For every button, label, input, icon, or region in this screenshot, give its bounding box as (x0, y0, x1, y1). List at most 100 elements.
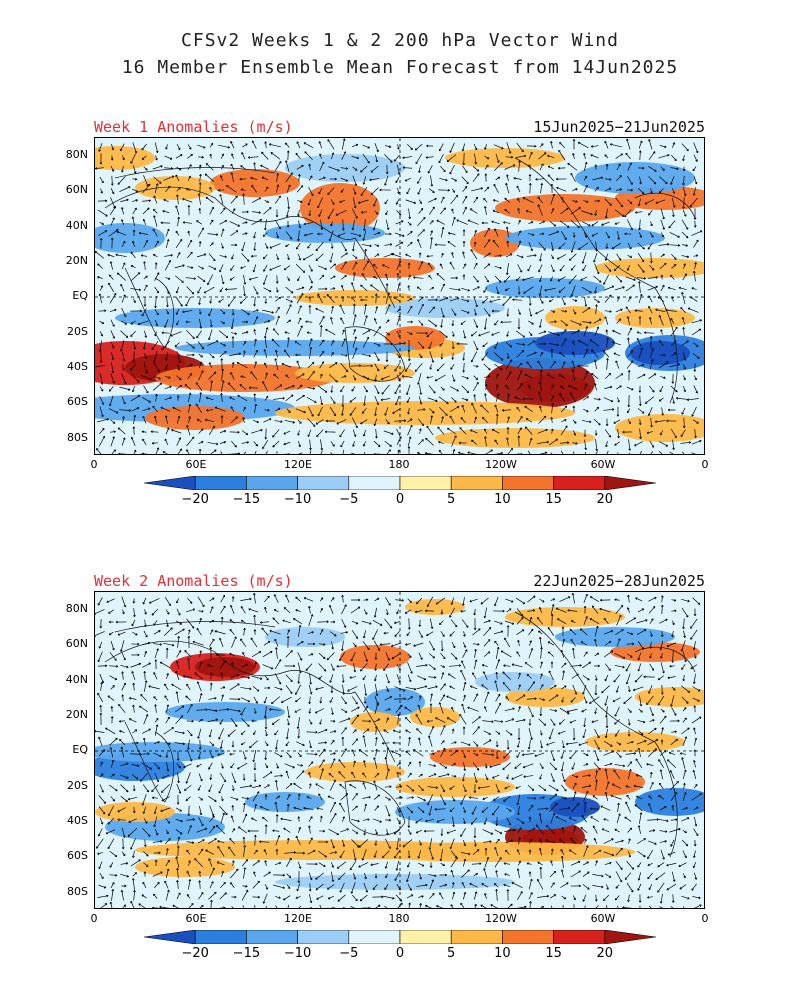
anomaly-contour-region (495, 194, 635, 222)
anomaly-contour-region (505, 226, 665, 250)
colorbar-segment (399, 929, 452, 945)
colorbar-tick-label: 5 (447, 492, 456, 507)
latitude-tick-label: 80S (67, 431, 88, 444)
colorbar-segment (143, 929, 196, 945)
coastline (104, 186, 396, 309)
latitude-tick-label: 20S (67, 779, 88, 792)
anomaly-contour-region (435, 428, 595, 448)
anomaly-contour-region (395, 777, 515, 797)
anomaly-contour-region (395, 800, 515, 824)
coastline (344, 326, 406, 382)
colorbar-tick-label: 10 (494, 946, 511, 961)
anomaly-contour-region (175, 340, 415, 356)
coastline (514, 157, 678, 404)
colorbar-tick-label: 20 (596, 492, 614, 507)
colorbar-segment (348, 475, 401, 491)
colorbar-segment (246, 475, 298, 491)
anomaly-contour-region (550, 797, 600, 817)
anomaly-contour-region (265, 627, 345, 647)
anomaly-contour-region (615, 308, 695, 328)
latitude-tick-label: 80S (67, 885, 88, 898)
latitude-tick-label: 60N (65, 183, 88, 196)
longitude-tick-label: 60W (590, 458, 616, 471)
anomaly-contour-region (295, 290, 415, 306)
colorbar-tick-label: 20 (596, 946, 614, 961)
anomaly-contour-region (405, 599, 465, 615)
anomaly-contour-region (115, 308, 275, 328)
colorbar-segment (502, 475, 554, 491)
longitude-tick-label: 60E (185, 458, 207, 471)
anomaly-contour-region (535, 331, 615, 355)
longitude-tick-label: 60E (185, 912, 207, 925)
anomaly-contour-region (565, 768, 645, 796)
anomaly-contour-region (165, 702, 285, 722)
latitude-tick-label: 40S (67, 814, 88, 827)
anomaly-contour-region (555, 627, 675, 647)
coastline (124, 721, 175, 803)
latitude-tick-label: 20N (65, 708, 88, 721)
longitude-tick-label: 120W (485, 912, 517, 925)
colorbar-tick-label: −20 (181, 946, 209, 961)
figure-title-line1: CFSv2 Weeks 1 & 2 200 hPa Vector Wind (181, 30, 619, 51)
anomaly-contour-region (430, 747, 510, 767)
anomaly-contour-region (300, 183, 380, 233)
figure-title-line2: 16 Member Ensemble Mean Forecast from 14… (121, 57, 679, 78)
colorbar-tick-label: −15 (232, 492, 261, 507)
anomaly-contour-region (135, 857, 235, 877)
colorbar-segment (502, 929, 554, 945)
colorbar-segment (450, 929, 503, 945)
longitude-tick-label: 180 (388, 912, 410, 925)
anomaly-contour-region (95, 146, 155, 170)
anomaly-contour-region (545, 306, 605, 330)
latitude-tick-label: 60S (67, 849, 88, 862)
colorbar-segment (604, 929, 657, 945)
anomaly-contour-region (145, 406, 245, 430)
colorbar-segment (348, 929, 401, 945)
anomaly-contour-region (195, 657, 255, 677)
colorbar-tick-label: −20 (181, 492, 209, 507)
latitude-tick-label: 80N (65, 148, 88, 161)
anomaly-contour-region (630, 341, 690, 365)
anomaly-contour-region (385, 298, 505, 318)
colorbar-segment (450, 475, 503, 491)
colorbar-segment (194, 929, 247, 945)
panel2-title: Week 2 Anomalies (m/s) (94, 572, 293, 590)
anomaly-contour-region (135, 176, 215, 200)
colorbar-segment (246, 929, 298, 945)
panel1-date-range: 15Jun2025−21Jun2025 (533, 118, 705, 136)
colorbar-tick-label: −5 (339, 492, 359, 507)
latitude-tick-label: 40S (67, 360, 88, 373)
longitude-tick-label: 120W (485, 458, 517, 471)
colorbar-segment (604, 475, 657, 491)
anomaly-contour-region (505, 607, 625, 627)
latitude-tick-label: 40N (65, 673, 88, 686)
colorbar-tick-label: −10 (283, 492, 312, 507)
colorbar-tick-label: −15 (232, 946, 261, 961)
panel1-map (94, 137, 705, 455)
anomaly-contour-region (275, 874, 515, 890)
colorbar-segment (553, 475, 606, 491)
longitude-tick-label: 0 (90, 912, 98, 925)
colorbar-segment (297, 475, 350, 491)
panel2-map (94, 591, 705, 909)
longitude-tick-label: 120E (284, 458, 312, 471)
anomaly-contour-region (585, 732, 685, 752)
longitude-tick-label: 0 (701, 912, 709, 925)
coastline (344, 780, 406, 836)
longitude-tick-label: 120E (284, 912, 312, 925)
panel2-date-range: 22Jun2025−28Jun2025 (533, 572, 705, 590)
anomaly-contour-region (485, 278, 605, 298)
anomaly-contour-region (95, 223, 165, 253)
panel2-colorbar (143, 929, 657, 945)
anomaly-contour-region (275, 401, 575, 425)
colorbar-segment (399, 475, 452, 491)
latitude-tick-label: EQ (72, 743, 88, 756)
colorbar-tick-label: −5 (339, 946, 359, 961)
longitude-tick-label: 0 (701, 458, 709, 471)
coastline (634, 646, 696, 673)
anomaly-contour-region (610, 642, 700, 662)
latitude-tick-label: 20N (65, 254, 88, 267)
anomaly-contour-region (355, 842, 635, 862)
colorbar-tick-label: −10 (283, 946, 312, 961)
wind-vectors (95, 592, 702, 908)
